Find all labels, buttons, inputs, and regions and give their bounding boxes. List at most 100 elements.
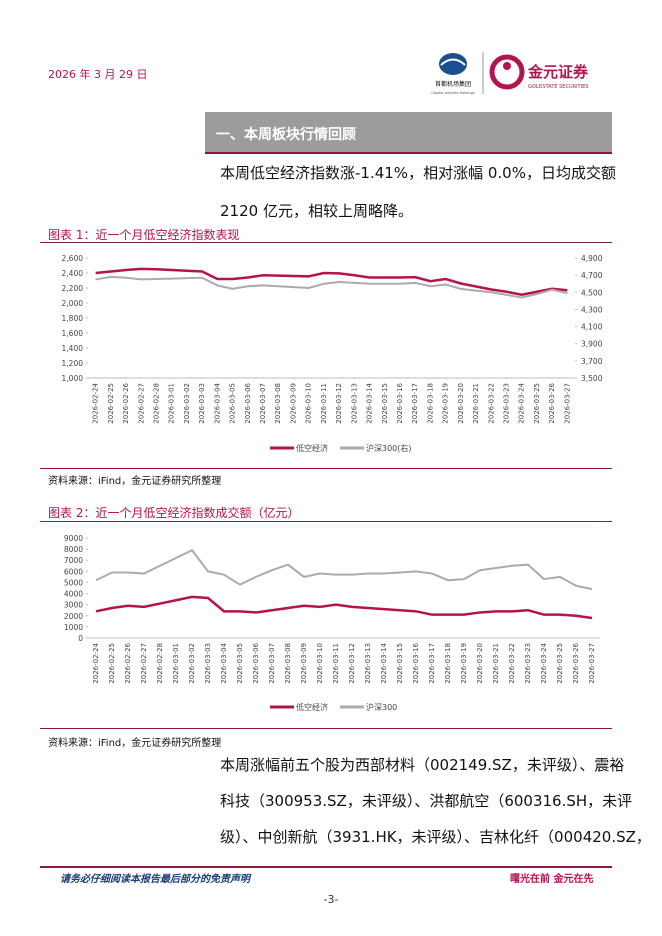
y-tick-label: 3000 bbox=[64, 601, 83, 610]
logo-left: 首都机场集团 bbox=[435, 80, 471, 88]
x-tick-label: 2026-03-27 bbox=[563, 383, 571, 424]
paragraph-line: 2120 亿元，相较上周略降。 bbox=[220, 202, 413, 220]
logos: 首都机场集团 Capital Airports Holdings 金元证券 GO… bbox=[431, 52, 589, 95]
logo-icon bbox=[439, 53, 467, 75]
series-line bbox=[95, 548, 593, 591]
x-tick-label: 2026-03-26 bbox=[548, 382, 556, 423]
disclaimer: 请务必仔细阅读本报告最后部分的免责声明 bbox=[60, 874, 250, 885]
y-tick-label: 2,400 bbox=[62, 269, 84, 278]
section-bar bbox=[205, 112, 612, 154]
paragraph-line: 级）、中创新航（3931.HK，未评级）、吉林化纤（000420.SZ， bbox=[220, 828, 651, 846]
logo-right: 金元证券 bbox=[527, 63, 589, 81]
y-tick-label: 1000 bbox=[64, 623, 83, 632]
y-tick-label: 1,200 bbox=[62, 359, 84, 368]
page-number: -3- bbox=[323, 893, 339, 906]
chart: 1,000 1,200 1,400 1,600 1,800 2,000 2,200 2,400… bbox=[62, 254, 603, 453]
date: 2026 年 3 月 29 日 bbox=[48, 68, 148, 81]
paragraph-line: 本周涨幅前五个股为西部材料（002149.SZ，未评级）、震裕 bbox=[220, 756, 625, 774]
rule bbox=[40, 521, 612, 522]
chart: 0 1000 2000 3000 4000 5000 6000 7000 8000 9000 202… bbox=[64, 534, 600, 712]
slogan: 曙光在前 金元在先 bbox=[510, 874, 594, 885]
x-tick-label: 2026-03-23 bbox=[524, 643, 532, 684]
y-tick-label: 1,600 bbox=[62, 329, 84, 338]
x-tick-label: 2026-03-04 bbox=[213, 382, 221, 423]
y-tick-label: 6000 bbox=[64, 567, 83, 576]
y-tick-label: 7000 bbox=[64, 556, 83, 565]
x-tick-label: 2026-03-14 bbox=[366, 382, 374, 423]
y-tick-label: 0 bbox=[78, 634, 83, 643]
chart-title: 图表 2：近一个月低空经济指数成交额（亿元） bbox=[48, 506, 300, 520]
x-tick-label: 2026-02-26 bbox=[122, 382, 130, 423]
y2-tick-label: 4,500 bbox=[581, 288, 603, 297]
rule bbox=[40, 242, 612, 243]
x-tick-label: 2026-03-06 bbox=[252, 642, 260, 683]
x-tick-label: 2026-03-03 bbox=[198, 383, 206, 424]
y-tick-label: 1,800 bbox=[62, 314, 84, 323]
x-tick-label: 2026-03-18 bbox=[426, 383, 434, 424]
x-tick-label: 2026-03-02 bbox=[188, 643, 196, 684]
x-tick-label: 2026-02-26 bbox=[124, 642, 132, 683]
x-tick-label: 2026-03-18 bbox=[444, 643, 452, 684]
y-tick-label: 5000 bbox=[64, 578, 83, 587]
x-tick-label: 2026-03-12 bbox=[335, 383, 343, 424]
x-tick-label: 2026-02-28 bbox=[156, 643, 164, 684]
x-tick-label: 2026-03-02 bbox=[183, 383, 191, 424]
y2-tick-label: 3,700 bbox=[581, 357, 603, 366]
chart-title: 图表 1：近一个月低空经济指数表现 bbox=[48, 228, 240, 242]
x-tick-label: 2026-03-13 bbox=[350, 383, 358, 424]
x-tick-label: 2026-03-26 bbox=[572, 642, 580, 683]
x-tick-label: 2026-03-27 bbox=[588, 643, 596, 684]
x-tick-label: 2026-03-10 bbox=[316, 643, 324, 684]
series-line bbox=[95, 595, 593, 620]
x-tick-label: 2026-03-05 bbox=[229, 383, 237, 424]
y-tick-label: 2,200 bbox=[62, 284, 84, 293]
x-tick-label: 2026-03-22 bbox=[508, 643, 516, 684]
x-tick-label: 2026-02-27 bbox=[137, 383, 145, 424]
y-tick-label: 9000 bbox=[64, 534, 83, 543]
x-tick-label: 2026-03-03 bbox=[204, 643, 212, 684]
rule bbox=[40, 728, 612, 729]
x-tick-label: 2026-03-12 bbox=[348, 643, 356, 684]
y-tick-label: 4000 bbox=[64, 590, 83, 599]
y2-tick-label: 4,300 bbox=[581, 305, 603, 314]
x-tick-label: 2026-03-25 bbox=[533, 383, 541, 424]
x-tick-label: 2026-03-07 bbox=[259, 383, 267, 424]
x-tick-label: 2026-02-24 bbox=[92, 642, 100, 683]
x-tick-label: 2026-03-25 bbox=[556, 643, 564, 684]
x-tick-label: 2026-03-24 bbox=[518, 382, 526, 423]
logo-left-en: Capital Airports Holdings bbox=[431, 91, 475, 95]
x-tick-label: 2026-03-10 bbox=[305, 383, 313, 424]
x-tick-label: 2026-03-17 bbox=[428, 643, 436, 684]
y2-tick-label: 4,100 bbox=[581, 323, 603, 332]
source: 资料来源：iFind，金元证券研究所整理 bbox=[48, 738, 222, 749]
paragraph-line: 本周低空经济指数涨-1.41%，相对涨幅 0.0%，日均成交额 bbox=[220, 164, 616, 182]
x-tick-label: 2026-03-20 bbox=[476, 643, 484, 684]
x-tick-label: 2026-03-09 bbox=[289, 383, 297, 424]
x-tick-label: 2026-03-01 bbox=[168, 383, 176, 424]
footer-rule bbox=[40, 866, 612, 868]
legend-label: 低空经济 bbox=[296, 443, 328, 453]
x-tick-label: 2026-03-17 bbox=[411, 383, 419, 424]
y2-tick-label: 4,900 bbox=[581, 254, 603, 263]
y2-tick-label: 3,500 bbox=[581, 374, 603, 383]
x-tick-label: 2026-03-04 bbox=[220, 642, 228, 683]
x-tick-label: 2026-03-09 bbox=[300, 643, 308, 684]
y-tick-label: 2,600 bbox=[62, 254, 84, 263]
legend-label: 沪深300(右) bbox=[366, 443, 412, 453]
x-tick-label: 2026-03-23 bbox=[503, 383, 511, 424]
paragraph-line: 科技（300953.SZ，未评级）、洪都航空（600316.SH，未评 bbox=[220, 792, 633, 810]
x-tick-label: 2026-03-21 bbox=[492, 643, 500, 684]
x-tick-label: 2026-03-19 bbox=[460, 643, 468, 684]
y-tick-label: 2000 bbox=[64, 612, 83, 621]
x-tick-label: 2026-02-25 bbox=[107, 383, 115, 424]
x-tick-label: 2026-03-24 bbox=[540, 642, 548, 683]
x-tick-label: 2026-03-20 bbox=[457, 383, 465, 424]
x-tick-label: 2026-03-19 bbox=[442, 383, 450, 424]
series-line bbox=[95, 275, 568, 299]
y2-tick-label: 3,900 bbox=[581, 340, 603, 349]
x-tick-label: 2026-03-14 bbox=[380, 642, 388, 683]
y-tick-label: 1,400 bbox=[62, 344, 84, 353]
x-tick-label: 2026-02-27 bbox=[140, 643, 148, 684]
x-tick-label: 2026-02-28 bbox=[152, 383, 160, 424]
